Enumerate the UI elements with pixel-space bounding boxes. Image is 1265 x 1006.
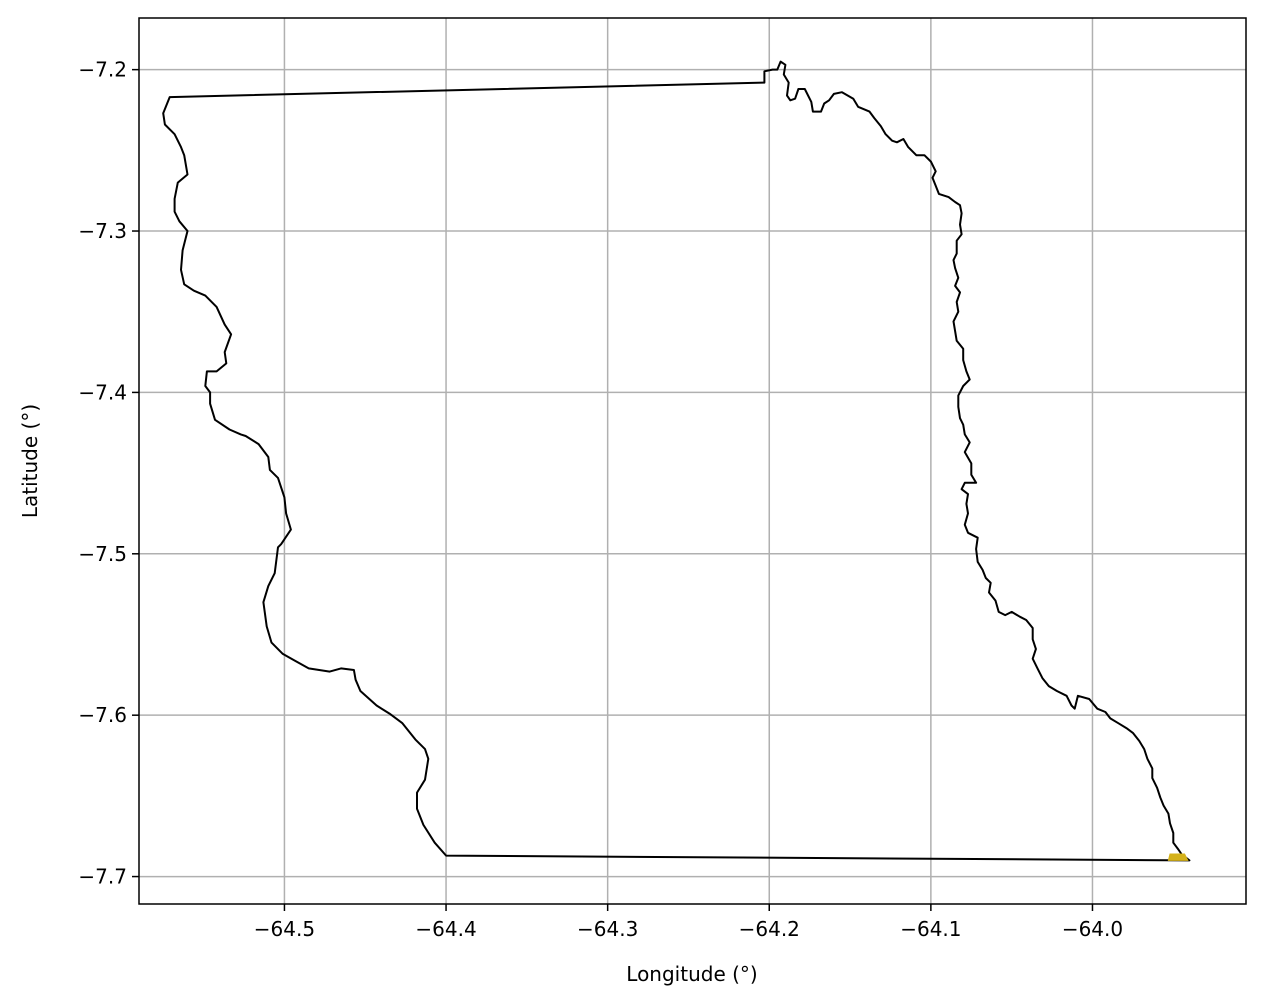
x-axis-label: Longitude (°) [626,962,757,986]
x-tick-label: −64.5 [254,917,315,941]
y-tick-label: −7.7 [78,865,127,889]
y-tick-label: −7.3 [78,219,127,243]
highlighted-area [1168,854,1187,860]
x-tick-label: −64.2 [739,917,800,941]
y-tick-label: −7.6 [78,703,127,727]
y-tick-label: −7.2 [78,58,127,82]
y-tick-label: −7.5 [78,542,127,566]
y-tick-label: −7.4 [78,380,127,404]
x-tick-label: −64.1 [900,917,961,941]
x-tick-label: −64.4 [415,917,476,941]
y-axis-label: Latitude (°) [18,404,42,518]
x-tick-label: −64.0 [1062,917,1123,941]
x-tick-label: −64.3 [577,917,638,941]
